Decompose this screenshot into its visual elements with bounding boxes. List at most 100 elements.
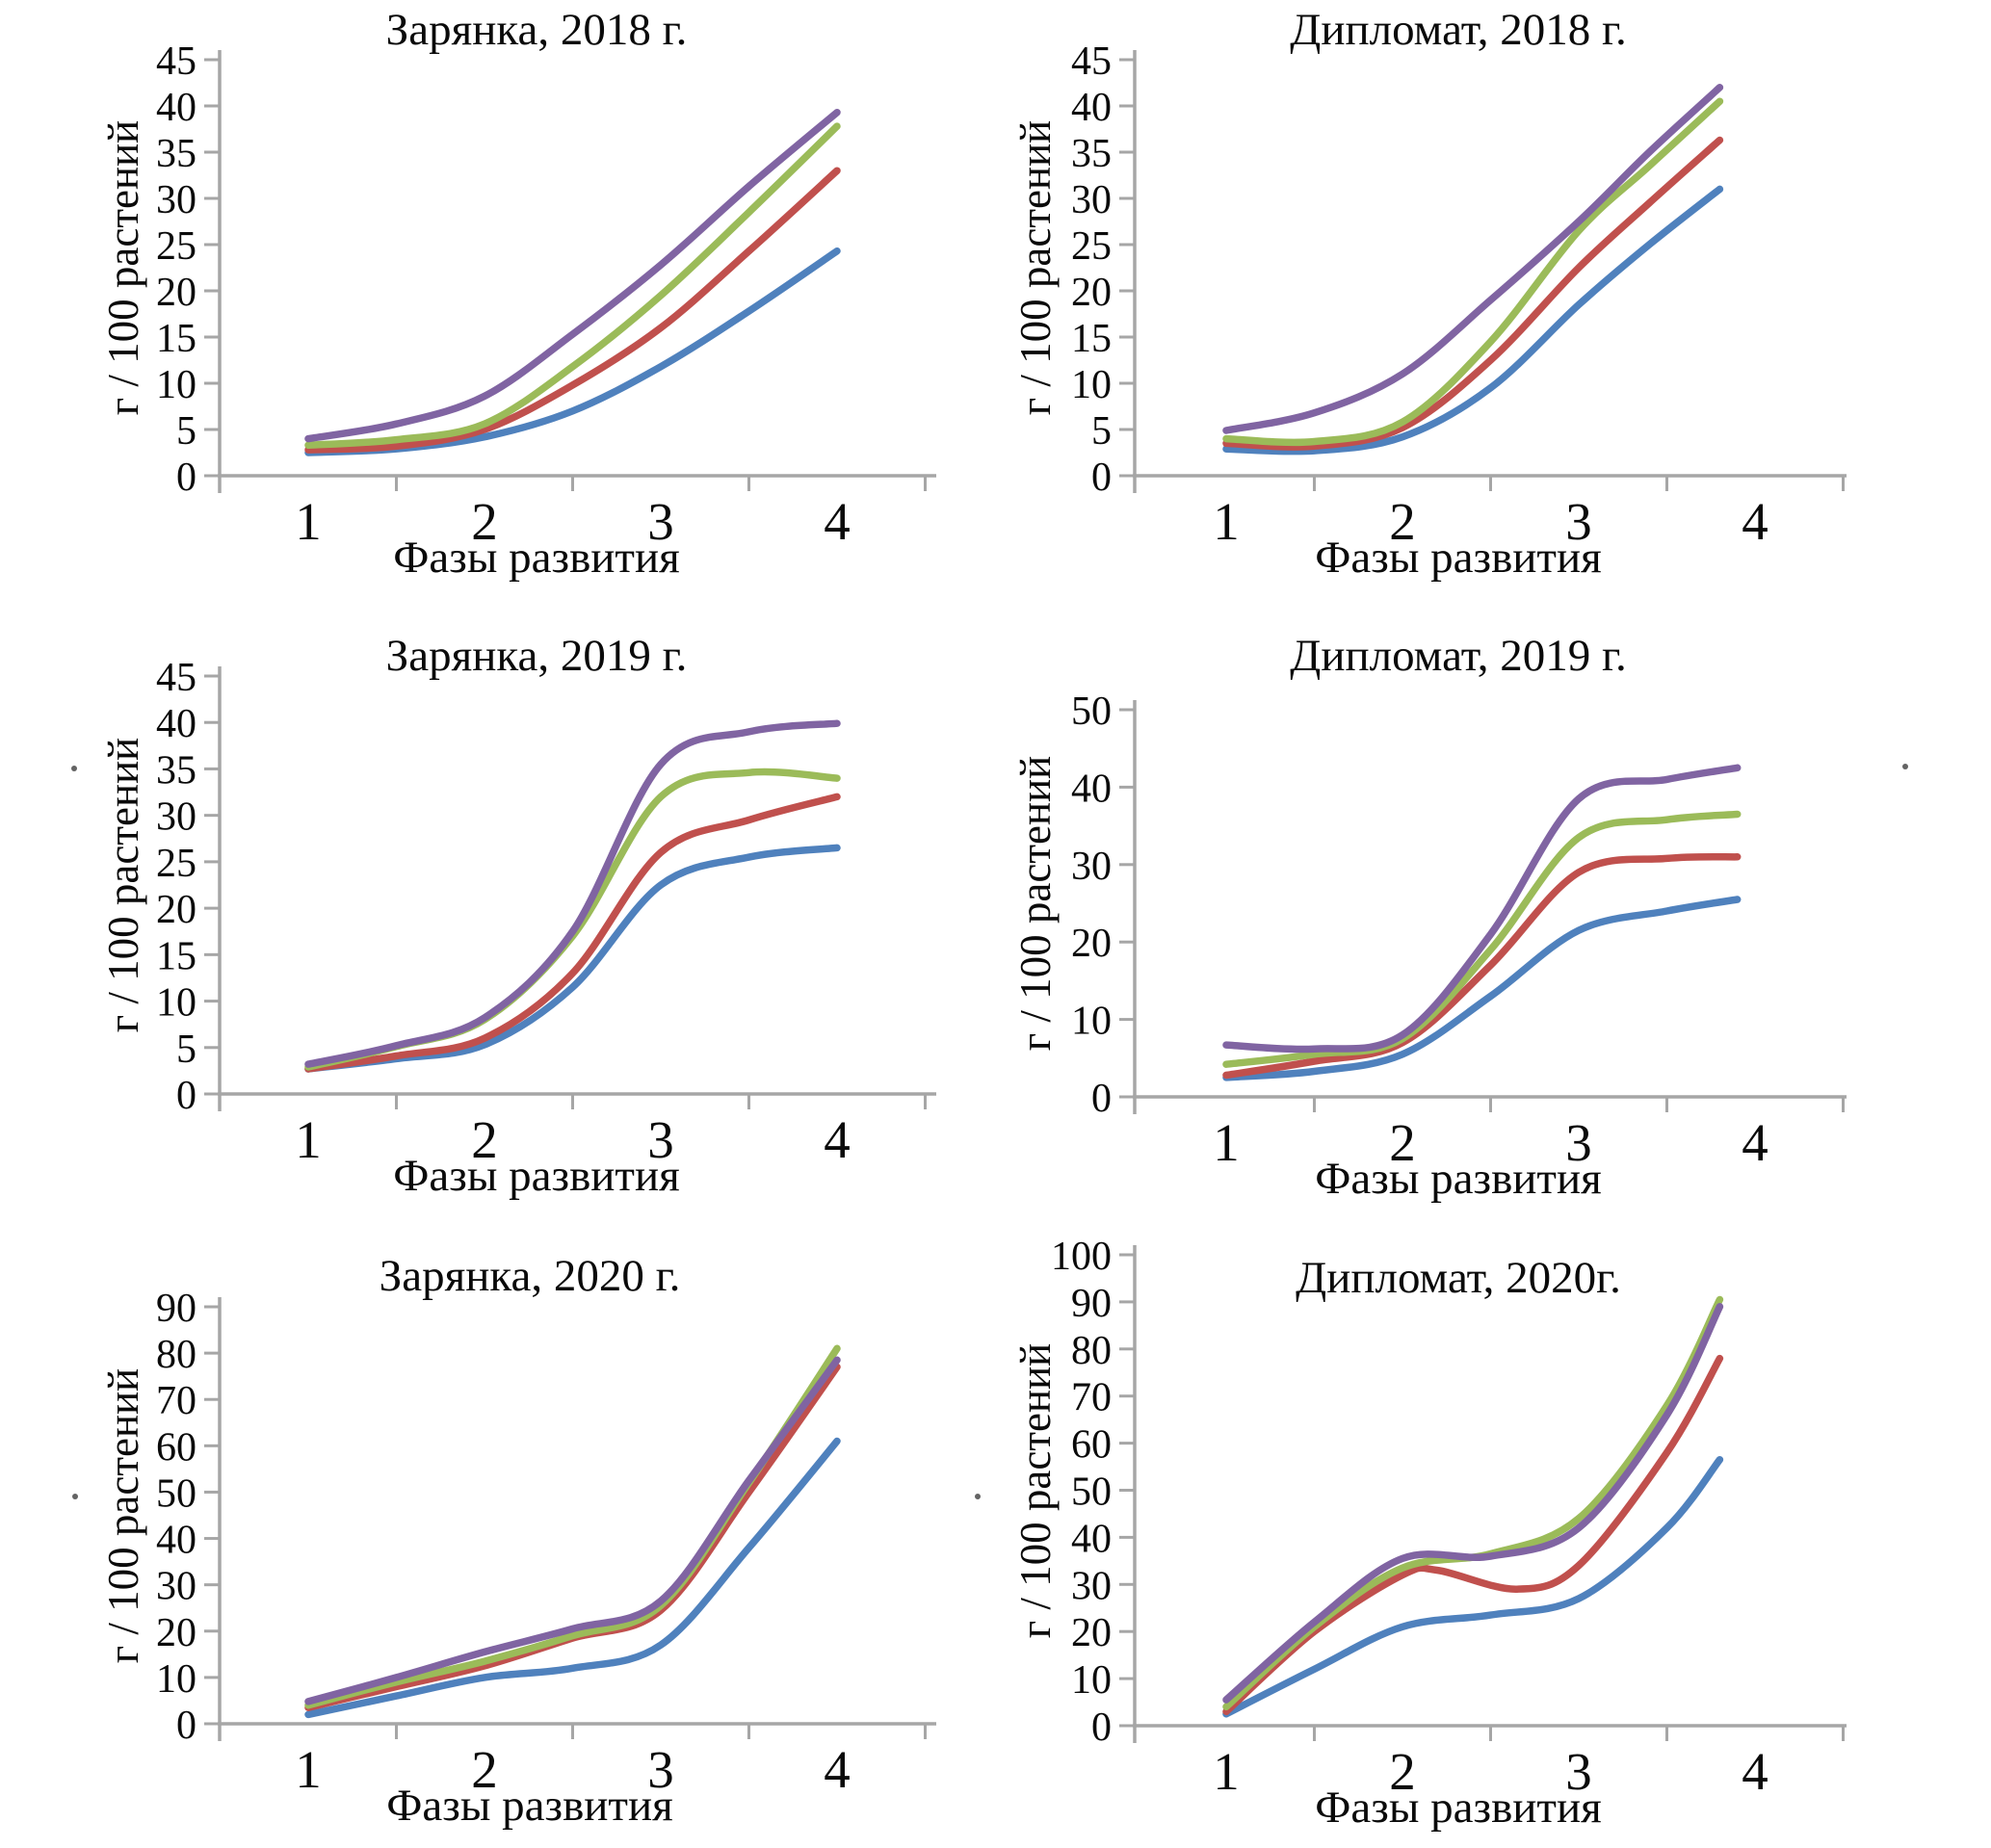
series-line-blue (1222, 1455, 1724, 1718)
y-tick-label: 0 (1091, 1705, 1112, 1750)
y-tick-label: 5 (176, 1028, 196, 1072)
y-tick-label: 0 (176, 455, 196, 500)
x-axis-title: Фазы развития (1315, 533, 1602, 583)
series-line-purple (1222, 1303, 1724, 1704)
x-tick-label: 1 (295, 1110, 322, 1169)
x-tick-label: 2 (471, 1740, 498, 1799)
x-tick-label: 3 (647, 492, 674, 551)
series-line-red (1222, 1354, 1724, 1716)
artifact-dot (1902, 764, 1908, 769)
y-tick-label: 60 (1071, 1423, 1112, 1468)
x-tick-label: 2 (1389, 1742, 1416, 1801)
y-tick-label: 40 (1071, 86, 1112, 130)
chart-panel-diplomat-2018: Дипломат, 2018 г. г / 100 растений 0 5 10 1… (995, 0, 1991, 616)
y-tick-label: 15 (1071, 317, 1112, 361)
y-tick-label: 0 (1091, 455, 1112, 500)
y-tick-label: 35 (1071, 132, 1112, 176)
series-line-red (304, 167, 841, 454)
chart-title: Зарянка, 2020 г. (379, 1251, 681, 1301)
x-tick-label: 4 (1742, 1742, 1768, 1801)
x-tick-label: 3 (647, 1110, 674, 1169)
series-line-red (1222, 852, 1742, 1080)
x-tick-label: 3 (1565, 1113, 1592, 1172)
chart-title: Дипломат, 2018 г. (1290, 5, 1627, 55)
series-line-blue (304, 844, 841, 1073)
y-tick-label: 5 (176, 409, 196, 454)
y-tick-label: 20 (1071, 1611, 1112, 1655)
y-tick-label: 25 (156, 842, 196, 886)
chart-title: Дипломат, 2020г. (1296, 1253, 1621, 1303)
y-tick-label: 20 (156, 888, 196, 932)
y-tick-label: 60 (156, 1425, 196, 1470)
x-axis-title: Фазы развития (386, 1781, 673, 1831)
y-tick-label: 15 (156, 934, 196, 978)
y-tick-label: 45 (156, 39, 196, 84)
x-tick-label: 1 (295, 1740, 322, 1799)
artifact-dot (975, 1494, 981, 1499)
series-line-green (1222, 810, 1742, 1068)
chart-title: Дипломат, 2019 г. (1290, 631, 1627, 681)
y-tick-label: 10 (156, 981, 196, 1026)
chart-panel-diplomat-2019: Дипломат, 2019 г. г / 100 растений 0 10 20… (995, 616, 1991, 1233)
y-tick-label: 30 (156, 1565, 196, 1609)
y-tick-label: 10 (1071, 1000, 1112, 1044)
x-tick-label: 4 (824, 1110, 851, 1169)
y-tick-label: 100 (1051, 1235, 1112, 1279)
plot-area: 0 10 20 30 40 50 1 2 3 4 (1071, 690, 1847, 1172)
x-tick-label: 4 (1742, 492, 1768, 551)
x-tick-label: 4 (824, 492, 851, 551)
y-tick-label: 50 (156, 1471, 196, 1516)
x-tick-label: 4 (824, 1740, 851, 1799)
series-line-green (1222, 97, 1724, 447)
y-tick-label: 80 (1071, 1329, 1112, 1373)
chart-title: Зарянка, 2018 г. (385, 5, 688, 55)
y-tick-label: 30 (1071, 1564, 1112, 1608)
y-tick-label: 20 (1071, 271, 1112, 315)
y-tick-label: 10 (1071, 1658, 1112, 1703)
y-tick-label: 40 (156, 1519, 196, 1563)
y-tick-label: 40 (156, 86, 196, 130)
x-tick-label: 3 (1565, 492, 1592, 551)
y-tick-label: 35 (156, 132, 196, 176)
y-tick-label: 0 (1091, 1077, 1112, 1121)
y-tick-label: 45 (156, 656, 196, 700)
series-line-purple (304, 1356, 841, 1705)
chart-panel-diplomat-2020: Дипломат, 2020г. г / 100 растений 0 10 20 3… (995, 1233, 1991, 1848)
series-line-green (304, 1344, 841, 1709)
series-line-red (304, 793, 841, 1073)
series-line-blue (304, 1437, 841, 1719)
x-tick-label: 4 (1742, 1113, 1768, 1172)
series-line-blue (1222, 896, 1742, 1081)
y-tick-label: 45 (1071, 39, 1112, 84)
series-line-purple (1222, 764, 1742, 1054)
y-tick-label: 5 (1091, 409, 1112, 454)
y-tick-label: 0 (176, 1704, 196, 1748)
chart-title: Зарянка, 2019 г. (385, 631, 688, 681)
y-tick-label: 30 (156, 178, 196, 222)
y-tick-label: 40 (1071, 1517, 1112, 1561)
x-tick-label: 3 (647, 1740, 674, 1799)
x-tick-label: 1 (295, 492, 322, 551)
x-axis-title: Фазы развития (1315, 1783, 1602, 1833)
y-tick-label: 35 (156, 748, 196, 793)
x-tick-label: 1 (1213, 492, 1240, 551)
y-tick-label: 30 (1071, 845, 1112, 889)
series-line-purple (304, 719, 841, 1068)
artifact-dot (71, 766, 77, 771)
y-tick-label: 90 (1071, 1282, 1112, 1326)
y-tick-label: 30 (156, 795, 196, 840)
y-tick-label: 90 (156, 1287, 196, 1331)
y-tick-label: 20 (156, 271, 196, 315)
artifact-dot (72, 1494, 78, 1499)
y-tick-label: 10 (1071, 363, 1112, 407)
y-tick-label: 40 (156, 702, 196, 746)
y-tick-label: 10 (156, 363, 196, 407)
y-tick-label: 15 (156, 317, 196, 361)
y-tick-label: 25 (156, 224, 196, 269)
y-tick-label: 70 (156, 1379, 196, 1423)
chart-panel-zaryanka-2019: Зарянка, 2019 г. г / 100 растений 0 5 10 15… (0, 616, 996, 1233)
